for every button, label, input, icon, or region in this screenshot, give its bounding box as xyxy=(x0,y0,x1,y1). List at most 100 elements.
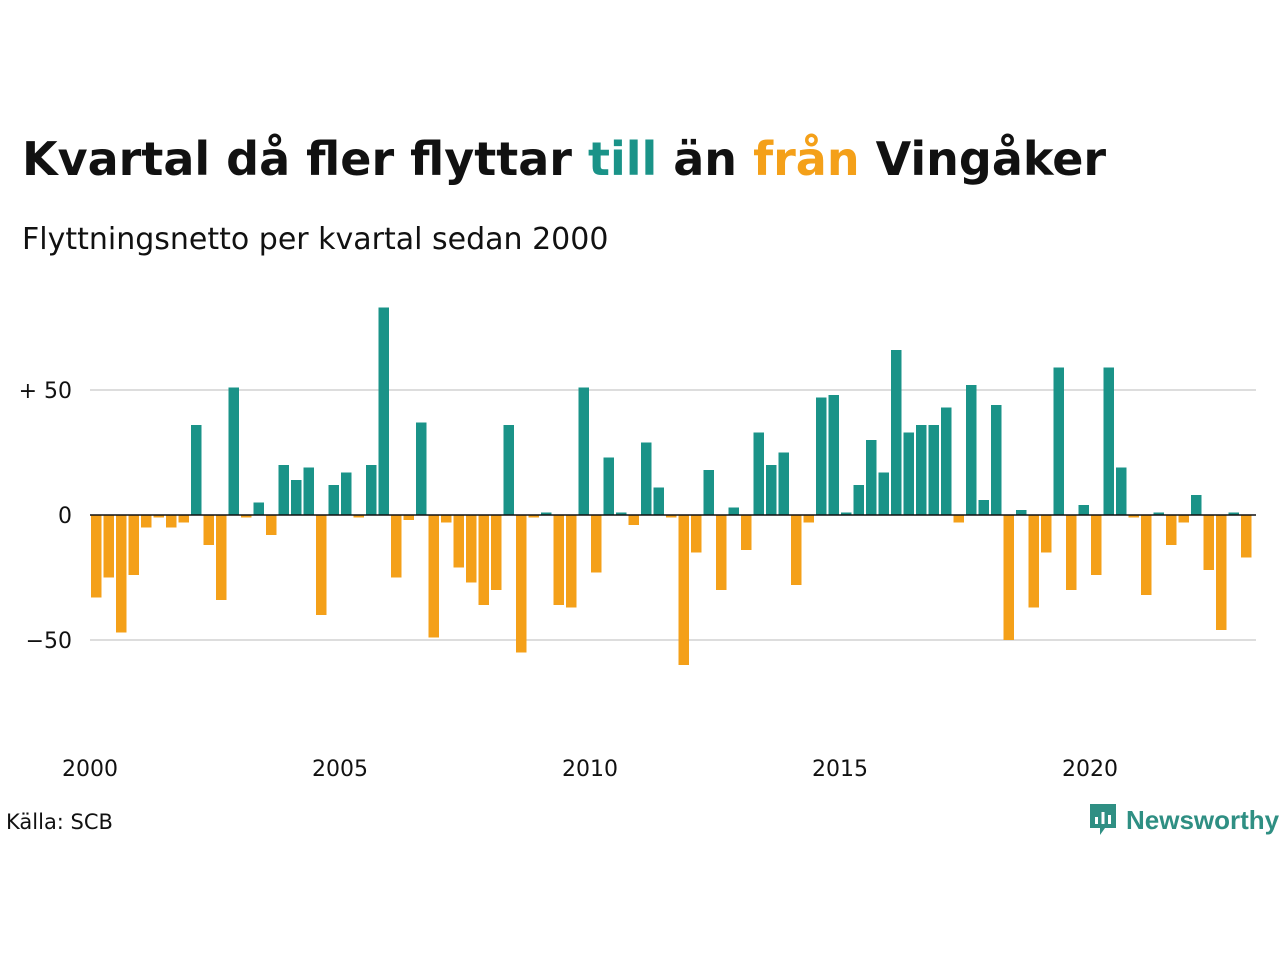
bar-negative xyxy=(741,515,752,550)
bar-positive xyxy=(416,422,427,515)
title-positive-word: till xyxy=(587,132,658,186)
bar-negative xyxy=(1003,515,1014,640)
bar-negative xyxy=(216,515,227,600)
bar-negative xyxy=(716,515,727,590)
bar-negative xyxy=(403,515,414,520)
bar-positive xyxy=(828,395,839,515)
bar-negative xyxy=(803,515,814,523)
bar-negative xyxy=(391,515,402,578)
bar-positive xyxy=(228,387,239,515)
title-part1: Kvartal då fler flyttar xyxy=(22,132,588,186)
bar-negative xyxy=(678,515,689,665)
bar-positive xyxy=(941,407,952,515)
bar-negative xyxy=(1166,515,1177,545)
newsworthy-logo-icon xyxy=(1090,804,1116,835)
bar-positive xyxy=(728,507,739,515)
bar-positive xyxy=(191,425,202,515)
bar-negative xyxy=(478,515,489,605)
x-tick-label: 2010 xyxy=(562,757,618,782)
source-note: Källa: SCB xyxy=(6,810,113,834)
bar-negative xyxy=(353,515,364,518)
bar-positive xyxy=(366,465,377,515)
bar-positive xyxy=(991,405,1002,515)
bar-negative xyxy=(1128,515,1139,518)
y-tick-label: 0 xyxy=(58,504,72,529)
bar-positive xyxy=(866,440,877,515)
y-axis-labels: + 50 0 −50 xyxy=(19,379,72,654)
bars xyxy=(91,307,1252,665)
bar-negative xyxy=(566,515,577,608)
bar-positive xyxy=(378,307,389,515)
bar-negative xyxy=(666,515,677,518)
x-axis-labels: 2000 2005 2010 2015 2020 xyxy=(62,757,1118,782)
bar-negative xyxy=(1216,515,1227,630)
bar-negative xyxy=(528,515,539,518)
bar-negative xyxy=(128,515,139,575)
bar-negative xyxy=(516,515,527,653)
bar-chart: + 50 0 −50 2000 2005 2010 2015 2020 xyxy=(19,307,1256,782)
bar-negative xyxy=(141,515,152,528)
bar-positive xyxy=(603,457,614,515)
bar-negative xyxy=(953,515,964,523)
bar-positive xyxy=(328,485,339,515)
bar-negative xyxy=(553,515,564,605)
bar-negative xyxy=(241,515,252,518)
bar-positive xyxy=(891,350,902,515)
bar-positive xyxy=(616,512,627,515)
bar-positive xyxy=(1191,495,1202,515)
bar-negative xyxy=(116,515,127,633)
bar-positive xyxy=(1078,505,1089,515)
title-negative-word: från xyxy=(753,132,860,186)
bar-negative xyxy=(591,515,602,573)
bar-positive xyxy=(641,442,652,515)
bar-negative xyxy=(1041,515,1052,553)
bar-positive xyxy=(753,432,764,515)
bar-negative xyxy=(1203,515,1214,570)
bar-negative xyxy=(691,515,702,553)
bar-positive xyxy=(928,425,939,515)
bar-positive xyxy=(916,425,927,515)
x-tick-label: 2005 xyxy=(312,757,368,782)
bar-positive xyxy=(1053,367,1064,515)
bar-negative xyxy=(428,515,439,638)
bar-negative xyxy=(1141,515,1152,595)
bar-negative xyxy=(466,515,477,583)
brand-name: Newsworthy xyxy=(1126,804,1280,835)
y-tick-label: + 50 xyxy=(19,379,72,404)
bar-positive xyxy=(878,472,889,515)
bar-negative xyxy=(91,515,102,598)
chart-subtitle: Flyttningsnetto per kvartal sedan 2000 xyxy=(22,222,609,257)
bar-positive xyxy=(816,397,827,515)
bar-positive xyxy=(541,512,552,515)
chart-title: Kvartal då fler flyttar till än från Vin… xyxy=(22,132,1106,186)
bar-positive xyxy=(578,387,589,515)
bar-positive xyxy=(1103,367,1114,515)
bar-negative xyxy=(1241,515,1252,558)
bar-positive xyxy=(841,512,852,515)
bar-negative xyxy=(1066,515,1077,590)
bar-positive xyxy=(341,472,352,515)
bar-positive xyxy=(1228,512,1239,515)
bar-positive xyxy=(903,432,914,515)
bar-negative xyxy=(103,515,114,578)
bar-negative xyxy=(1028,515,1039,608)
title-part3: Vingåker xyxy=(859,132,1107,186)
bar-negative xyxy=(491,515,502,590)
bar-negative xyxy=(153,515,164,518)
x-tick-label: 2020 xyxy=(1062,757,1118,782)
bar-positive xyxy=(278,465,289,515)
bar-negative xyxy=(203,515,214,545)
bar-negative xyxy=(453,515,464,568)
bar-negative xyxy=(628,515,639,525)
bar-negative xyxy=(316,515,327,615)
bar-positive xyxy=(291,480,302,515)
bar-positive xyxy=(503,425,514,515)
bar-negative xyxy=(1091,515,1102,575)
bar-negative xyxy=(166,515,177,528)
bar-positive xyxy=(1116,467,1127,515)
bar-negative xyxy=(441,515,452,523)
bar-negative xyxy=(266,515,277,535)
x-tick-label: 2015 xyxy=(812,757,868,782)
bar-negative xyxy=(791,515,802,585)
bar-positive xyxy=(1153,512,1164,515)
